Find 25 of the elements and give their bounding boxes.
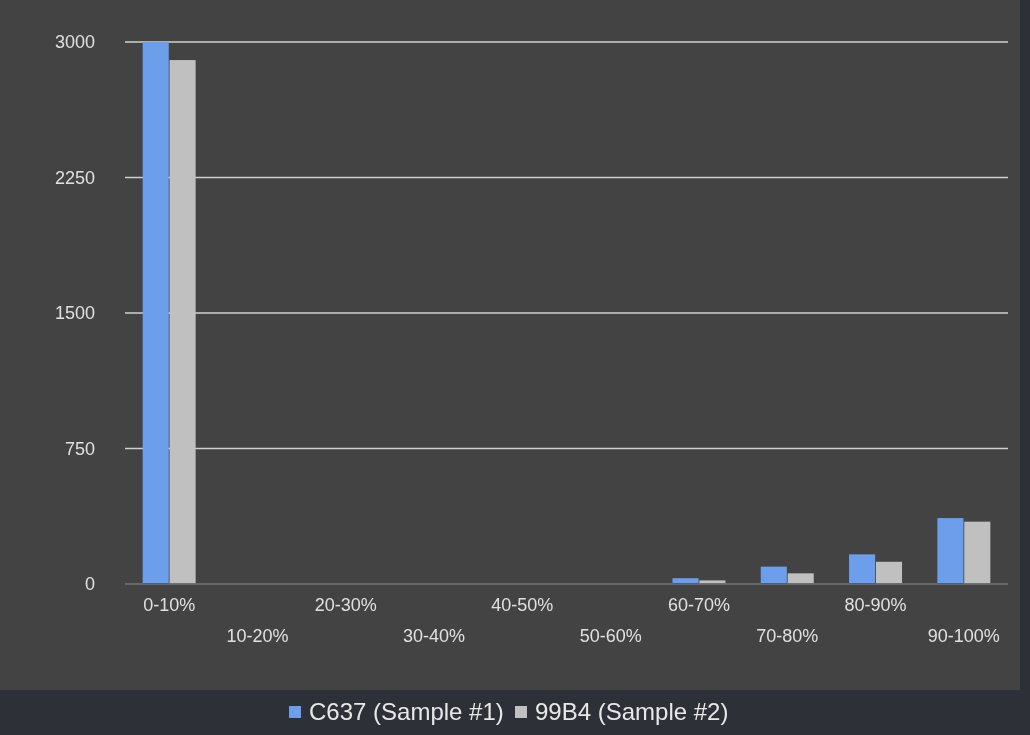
y-tick-label: 3000 xyxy=(54,32,95,53)
x-tick-label: 90-100% xyxy=(927,626,1000,647)
x-tick-label: 30-40% xyxy=(403,626,466,647)
bar xyxy=(937,518,964,584)
bar xyxy=(142,42,169,584)
y-tick-label: 1500 xyxy=(54,303,95,324)
legend-label: C637 (Sample #1) xyxy=(309,698,504,726)
x-tick-label: 40-50% xyxy=(491,595,554,616)
x-tick-label: 0-10% xyxy=(143,595,196,616)
bar xyxy=(787,573,814,584)
bar xyxy=(875,561,903,584)
x-tick-label: 50-60% xyxy=(579,626,642,647)
bar xyxy=(169,60,196,584)
x-tick-label: 60-70% xyxy=(667,595,730,616)
x-tick-label: 10-20% xyxy=(226,626,289,647)
bar xyxy=(760,566,787,584)
y-tick-label: 2250 xyxy=(54,167,95,188)
bar xyxy=(964,521,991,584)
x-tick-label: 20-30% xyxy=(314,595,377,616)
y-tick-label: 750 xyxy=(64,438,95,459)
y-tick-label: 0 xyxy=(84,574,95,595)
legend-label: 99B4 (Sample #2) xyxy=(535,698,729,726)
x-tick-label: 80-90% xyxy=(844,595,907,616)
x-tick-label: 70-80% xyxy=(756,626,819,647)
bar xyxy=(849,554,876,584)
